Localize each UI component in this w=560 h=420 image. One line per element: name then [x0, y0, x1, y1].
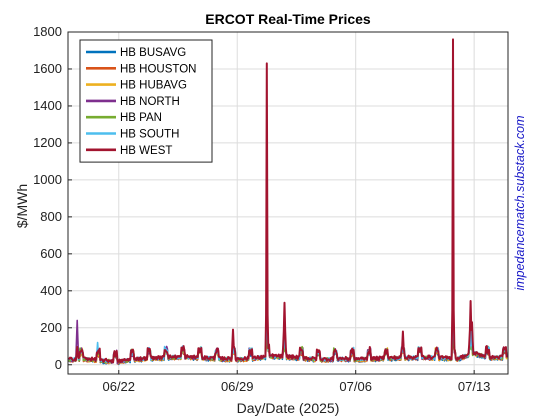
- legend-label: HB WEST: [120, 145, 172, 157]
- y-axis-label: $/MWh: [14, 184, 30, 228]
- legend-label: HB HUBAVG: [120, 80, 187, 92]
- x-tick-label: 06/22: [102, 379, 135, 394]
- chart-title: ERCOT Real-Time Prices: [205, 11, 371, 27]
- legend: HB BUSAVG HB HOUSTON HB HUBAVG HB NORTH HB P…: [79, 39, 213, 163]
- y-tick-label: 1600: [33, 61, 62, 76]
- y-axis-ticks: 0 200 400 600 800 1000 1200 1400 1600 1800: [33, 24, 72, 372]
- x-tick-label: 07/06: [339, 379, 372, 394]
- legend-label: HB HOUSTON: [120, 63, 196, 75]
- y-tick-label: 800: [40, 209, 62, 224]
- legend-label: HB NORTH: [120, 96, 180, 108]
- y-tick-label: 1400: [33, 98, 62, 113]
- y-tick-label: 200: [40, 320, 62, 335]
- y-tick-label: 0: [55, 357, 62, 372]
- x-axis-label: Day/Date (2025): [237, 400, 340, 416]
- watermark: impedancematch.substack.com: [513, 115, 527, 290]
- plot-border: [67, 31, 509, 375]
- series-lines: [67, 38, 508, 366]
- y-tick-label: 600: [40, 246, 62, 261]
- y-tick-label: 1800: [33, 24, 62, 39]
- y-tick-label: 1000: [33, 172, 62, 187]
- legend-label: HB SOUTH: [120, 129, 179, 141]
- series-line-hb-west: [67, 38, 508, 364]
- y-tick-label: 400: [40, 283, 62, 298]
- x-tick-label: 06/29: [221, 379, 254, 394]
- y-tick-label: 1200: [33, 135, 62, 150]
- x-tick-label: 07/13: [458, 379, 491, 394]
- legend-label: HB PAN: [120, 112, 162, 124]
- x-axis-ticks: 06/22 06/29 07/06 07/13: [102, 370, 490, 394]
- legend-label: HB BUSAVG: [120, 47, 186, 59]
